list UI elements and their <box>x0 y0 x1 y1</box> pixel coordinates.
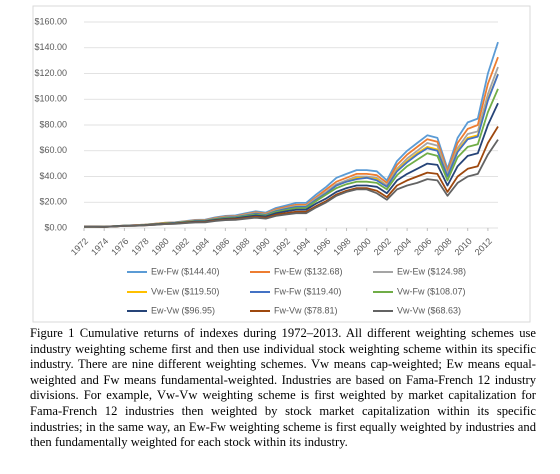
y-tick-label: $120.00 <box>34 68 67 78</box>
legend-label: Fw-Vw ($78.81) <box>274 305 338 315</box>
y-tick-label: $40.00 <box>39 171 67 181</box>
legend-label: Ew-Ew ($124.98) <box>397 266 466 276</box>
legend-label: Vw-Vw ($68.63) <box>397 305 461 315</box>
legend-label: Vw-Fw ($108.07) <box>397 286 466 296</box>
legend-label: Fw-Ew ($132.68) <box>274 266 343 276</box>
legend-label: Ew-Vw ($96.95) <box>151 305 215 315</box>
legend-label: Ew-Fw ($144.40) <box>151 266 220 276</box>
y-tick-label: $100.00 <box>34 94 67 104</box>
legend-label: Vw-Ew ($119.50) <box>151 286 219 296</box>
y-tick-label: $140.00 <box>34 42 67 52</box>
chart-frame <box>32 5 531 323</box>
y-tick-label: $80.00 <box>39 119 67 129</box>
y-tick-label: $0.00 <box>44 222 67 232</box>
figure-caption: Figure 1 Cumulative returns of indexes d… <box>30 326 536 450</box>
chart: $0.00 $20.00 $40.00 $60.00 $80.00 $100.00 $120… <box>32 5 531 323</box>
y-tick-label: $20.00 <box>39 197 67 207</box>
series-line <box>84 139 499 228</box>
y-tick-label: $60.00 <box>39 145 67 155</box>
legend-label: Fw-Fw ($119.40) <box>274 286 341 296</box>
y-tick-label: $160.00 <box>34 16 67 26</box>
